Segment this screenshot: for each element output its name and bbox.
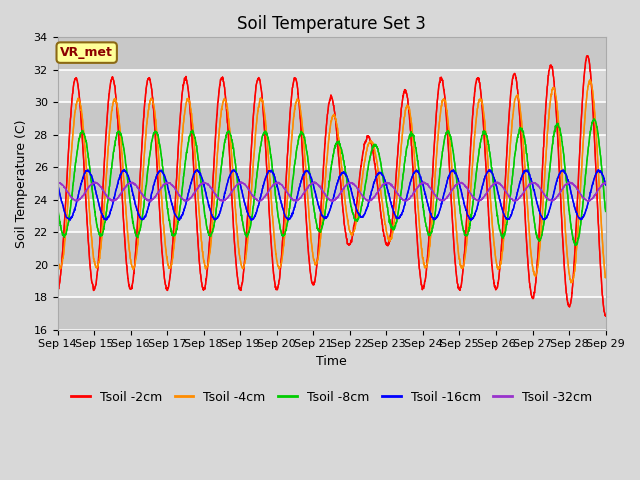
Tsoil -2cm — [348, 237, 355, 243]
Title: Soil Temperature Set 3: Soil Temperature Set 3 — [237, 15, 426, 33]
Tsoil -32cm — [54, 180, 61, 185]
X-axis label: Time: Time — [316, 355, 347, 368]
Tsoil -4cm — [54, 257, 61, 263]
Tsoil -16cm — [359, 214, 367, 219]
Tsoil -2cm — [54, 286, 61, 292]
Line: Tsoil -4cm: Tsoil -4cm — [58, 80, 605, 283]
Tsoil -32cm — [554, 193, 561, 199]
Tsoil -4cm — [567, 280, 575, 286]
Tsoil -32cm — [584, 199, 592, 204]
Bar — [58, 70, 605, 102]
Tsoil -32cm — [348, 180, 355, 185]
Tsoil -4cm — [586, 77, 594, 83]
Tsoil -32cm — [491, 180, 499, 186]
Tsoil -8cm — [554, 121, 561, 127]
Tsoil -32cm — [237, 179, 244, 185]
Tsoil -8cm — [491, 192, 499, 198]
Tsoil -16cm — [467, 217, 475, 223]
Bar — [58, 102, 605, 135]
Bar — [58, 37, 605, 70]
Tsoil -8cm — [602, 208, 609, 214]
Tsoil -8cm — [54, 204, 61, 209]
Line: Tsoil -16cm: Tsoil -16cm — [58, 170, 605, 220]
Tsoil -32cm — [569, 180, 577, 186]
Tsoil -2cm — [554, 125, 561, 131]
Bar — [58, 232, 605, 265]
Legend: Tsoil -2cm, Tsoil -4cm, Tsoil -8cm, Tsoil -16cm, Tsoil -32cm: Tsoil -2cm, Tsoil -4cm, Tsoil -8cm, Tsoi… — [66, 385, 597, 408]
Line: Tsoil -8cm: Tsoil -8cm — [58, 119, 605, 245]
Tsoil -16cm — [554, 176, 561, 181]
Tsoil -2cm — [359, 149, 367, 155]
Tsoil -4cm — [569, 277, 577, 283]
Tsoil -8cm — [348, 204, 355, 209]
Tsoil -8cm — [359, 195, 367, 201]
Bar — [58, 135, 605, 168]
Tsoil -16cm — [491, 178, 499, 184]
Tsoil -8cm — [572, 242, 579, 248]
Line: Tsoil -32cm: Tsoil -32cm — [58, 182, 605, 202]
Tsoil -16cm — [595, 167, 602, 173]
Tsoil -2cm — [584, 53, 592, 59]
Text: VR_met: VR_met — [60, 46, 113, 59]
Bar — [58, 297, 605, 330]
Tsoil -4cm — [207, 245, 214, 251]
Tsoil -16cm — [602, 182, 609, 188]
Tsoil -32cm — [360, 194, 367, 200]
Tsoil -8cm — [590, 116, 598, 121]
Tsoil -16cm — [207, 208, 214, 214]
Bar — [58, 200, 605, 232]
Tsoil -16cm — [569, 196, 577, 202]
Bar — [58, 168, 605, 200]
Tsoil -2cm — [207, 223, 214, 229]
Tsoil -4cm — [359, 168, 367, 174]
Tsoil -32cm — [602, 180, 609, 185]
Tsoil -2cm — [568, 285, 576, 291]
Tsoil -4cm — [554, 104, 561, 110]
Tsoil -4cm — [602, 274, 609, 279]
Y-axis label: Soil Temperature (C): Soil Temperature (C) — [15, 119, 28, 248]
Tsoil -2cm — [491, 284, 499, 290]
Bar — [58, 265, 605, 297]
Tsoil -8cm — [568, 232, 576, 238]
Tsoil -16cm — [54, 182, 61, 188]
Tsoil -2cm — [602, 313, 609, 319]
Tsoil -32cm — [207, 185, 214, 191]
Line: Tsoil -2cm: Tsoil -2cm — [58, 56, 605, 316]
Tsoil -4cm — [348, 232, 355, 238]
Tsoil -16cm — [348, 187, 355, 193]
Tsoil -8cm — [207, 232, 214, 238]
Tsoil -4cm — [491, 247, 499, 252]
